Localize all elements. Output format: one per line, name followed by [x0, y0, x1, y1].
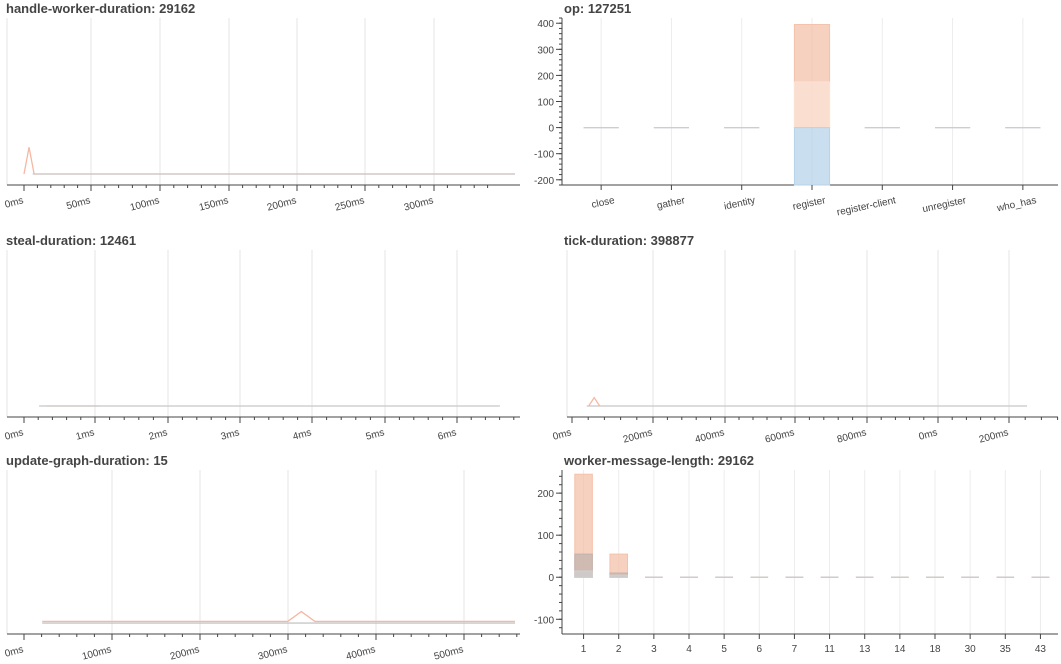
x-tick-label: close — [591, 195, 617, 211]
tick-duration-chart: 0ms 200ms 400ms 600ms 800ms 0ms 200ms — [552, 250, 1059, 446]
x-tick-label: 2 — [616, 644, 622, 655]
steal-duration-chart: 0ms 1ms 2ms 3ms 4ms 5ms 6ms — [4, 250, 520, 443]
x-tick-label: 13 — [859, 644, 871, 655]
x-tick-label: 6 — [757, 644, 763, 655]
chart-title: steal-duration: 12461 — [6, 233, 137, 248]
y-tick-label: -100 — [534, 615, 554, 626]
x-tick-label: who_has — [995, 195, 1037, 214]
x-tick-label: 14 — [894, 644, 906, 655]
bar — [574, 570, 593, 578]
bar — [793, 81, 831, 129]
chart-title: tick-duration: 398877 — [564, 233, 695, 248]
op-chart: 400 300 200 100 0 -100 -200 close gather identity… — [534, 17, 1058, 218]
x-tick-label: 0ms — [4, 644, 25, 660]
x-tick-label: 200ms — [266, 195, 298, 213]
tick-duration-panel: tick-duration: 398877 0ms 200ms 400ms 600ms… — [530, 232, 1061, 454]
y-tick-label: -100 — [534, 150, 554, 161]
chart-title: op: 127251 — [564, 1, 632, 16]
x-tick-label: 1ms — [75, 427, 96, 443]
x-tick-label: 400ms — [345, 644, 377, 662]
x-tick-label: 0ms — [552, 427, 573, 443]
y-tick-label: 0 — [548, 124, 554, 135]
worker-message-length-panel: worker-message-length: 29162 200 100 0 -100… — [530, 452, 1061, 664]
y-tick-label: 100 — [537, 98, 554, 109]
x-tick-label: 1 — [581, 644, 587, 655]
x-tick-label: 0ms — [918, 427, 939, 443]
x-tick-label: register — [792, 195, 828, 213]
x-tick-label: 0ms — [4, 195, 25, 211]
x-tick-label: 4ms — [292, 427, 313, 443]
x-tick-label: 30 — [965, 644, 977, 655]
x-tick-label: 600ms — [764, 427, 796, 445]
x-tick-label: 100ms — [81, 644, 113, 662]
chart-title: worker-message-length: 29162 — [564, 453, 755, 468]
series-line — [588, 396, 601, 407]
x-tick-label: 5 — [721, 644, 727, 655]
x-tick-label: 43 — [1035, 644, 1047, 655]
x-tick-label: 2ms — [148, 427, 169, 443]
x-tick-label: 200ms — [622, 427, 654, 445]
update-graph-duration-chart: 0ms 100ms 200ms 300ms 400ms 500ms — [4, 470, 520, 663]
x-tick-label: 200ms — [978, 427, 1010, 445]
x-tick-label: 3 — [651, 644, 657, 655]
x-tick-label: 6ms — [437, 427, 458, 443]
x-tick-label: 150ms — [198, 195, 230, 213]
x-tick-label: 11 — [824, 644, 835, 655]
y-tick-label: -200 — [534, 176, 554, 187]
x-tick-label: 0ms — [4, 427, 25, 443]
x-tick-label: 300ms — [403, 195, 435, 213]
x-tick-label: 400ms — [694, 427, 726, 445]
x-tick-label: 18 — [929, 644, 941, 655]
handle-worker-duration-chart: 0ms 50ms 100ms 150ms 200ms 250ms 300ms — [4, 18, 520, 214]
x-tick-label: gather — [656, 195, 687, 212]
y-tick-label: 200 — [537, 71, 554, 82]
x-tick-label: unregister — [921, 195, 967, 215]
x-tick-label: identity — [723, 195, 756, 212]
x-tick-label: 7 — [792, 644, 798, 655]
chart-title: update-graph-duration: 15 — [6, 453, 168, 468]
bar — [609, 574, 629, 578]
series-line — [42, 610, 515, 623]
x-tick-label: 3ms — [220, 427, 241, 443]
update-graph-duration-panel: update-graph-duration: 15 0ms 100ms 200ms 3… — [0, 452, 525, 664]
chart-title: handle-worker-duration: 29162 — [6, 1, 196, 16]
x-tick-label: 250ms — [334, 195, 366, 213]
y-tick-label: 0 — [548, 573, 554, 584]
y-tick-label: 400 — [537, 19, 554, 30]
x-tick-label: 35 — [1000, 644, 1012, 655]
x-tick-label: 5ms — [365, 427, 386, 443]
series-line — [23, 147, 515, 175]
x-tick-label: 800ms — [836, 427, 868, 445]
steal-duration-panel: steal-duration: 12461 0ms 1ms 2ms 3ms 4ms 5ms… — [0, 232, 525, 454]
x-tick-label: 4 — [686, 644, 692, 655]
handle-worker-duration-panel: handle-worker-duration: 29162 0ms 50ms 100… — [0, 0, 525, 222]
bar — [793, 127, 831, 186]
worker-message-length-chart: 200 100 0 -100 1 2 3 4 5 6 7 11 13 14 18 30 35 43 — [534, 470, 1058, 655]
x-tick-label: 500ms — [433, 644, 465, 662]
x-tick-label: 50ms — [65, 195, 91, 212]
op-panel: op: 127251 400 300 200 100 0 -100 -200 close gat… — [530, 0, 1061, 222]
x-tick-label: 200ms — [169, 644, 201, 662]
y-tick-label: 300 — [537, 45, 554, 56]
x-tick-label: register-client — [836, 195, 897, 218]
y-tick-label: 200 — [537, 489, 554, 500]
x-tick-label: 300ms — [257, 644, 289, 662]
x-tick-label: 100ms — [129, 195, 161, 213]
y-tick-label: 100 — [537, 531, 554, 542]
